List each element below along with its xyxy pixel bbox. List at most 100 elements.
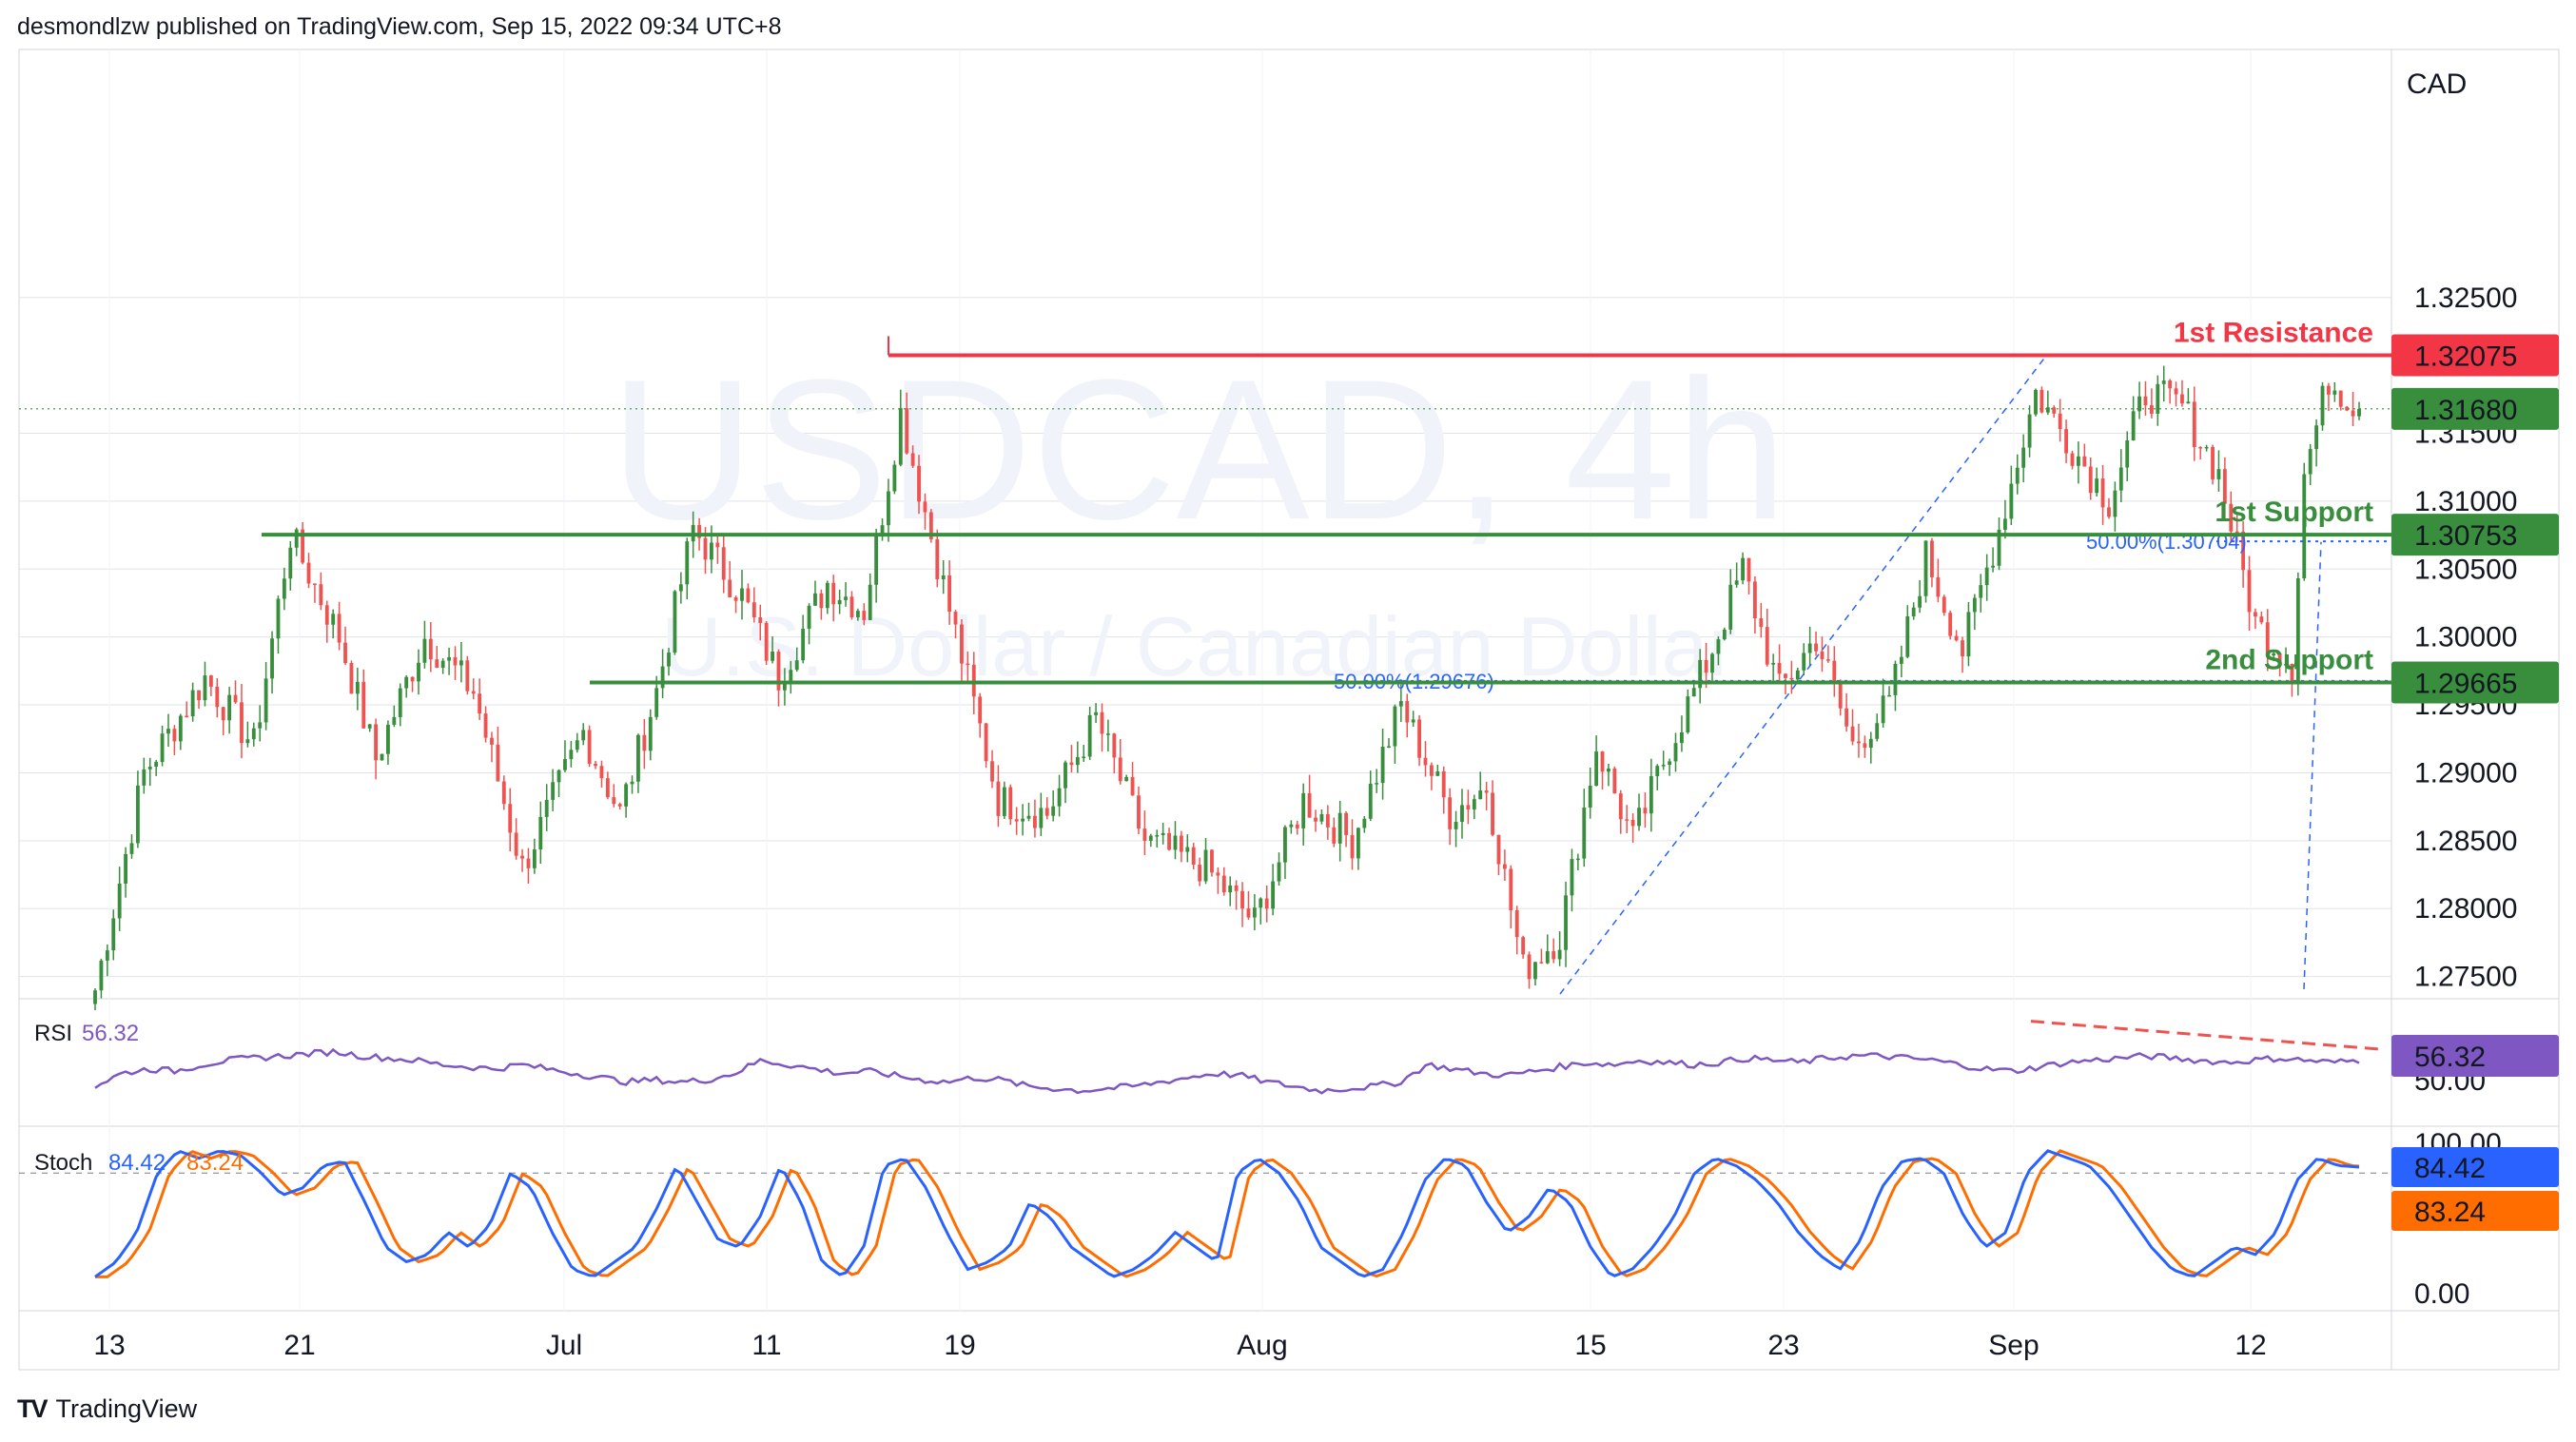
candle-body bbox=[685, 541, 690, 585]
candle-body bbox=[1691, 688, 1696, 697]
candle-body bbox=[1686, 696, 1690, 732]
candle-body bbox=[825, 582, 829, 609]
candle-body bbox=[2009, 483, 2014, 519]
candle-body bbox=[1008, 787, 1013, 820]
candle-body bbox=[1509, 868, 1513, 910]
candle bbox=[1411, 711, 1415, 728]
chart-annotations: 50.00%(1.30704)50.00%(1.29676)1st Resist… bbox=[19, 317, 2391, 995]
stoch-d-tag-label: 83.24 bbox=[2414, 1197, 2486, 1228]
candle bbox=[1868, 731, 1873, 764]
candle bbox=[1686, 689, 1690, 734]
stoch-name: Stoch bbox=[34, 1150, 92, 1176]
candle-body bbox=[1216, 872, 1220, 876]
candle-body bbox=[514, 832, 518, 856]
candle-body bbox=[1820, 651, 1825, 660]
candle bbox=[1875, 713, 1880, 742]
candle-body bbox=[1893, 663, 1898, 695]
candle-body bbox=[764, 622, 769, 661]
candle-body bbox=[721, 547, 726, 580]
candle-body bbox=[551, 782, 556, 800]
candle bbox=[1954, 630, 1959, 642]
candle-body bbox=[697, 524, 702, 538]
candle bbox=[1191, 842, 1196, 869]
candle-body bbox=[1460, 805, 1464, 822]
candle bbox=[2290, 663, 2294, 697]
x-tick-label: 11 bbox=[751, 1330, 781, 1361]
candle bbox=[984, 722, 988, 769]
candle-body bbox=[733, 597, 738, 601]
candle bbox=[331, 609, 336, 639]
candle-body bbox=[2332, 390, 2337, 395]
candle-body bbox=[337, 614, 342, 643]
candle bbox=[129, 834, 134, 859]
candle-body bbox=[581, 730, 586, 741]
candle-body bbox=[2107, 507, 2111, 517]
candle-body bbox=[1625, 819, 1630, 821]
candle bbox=[2211, 444, 2215, 485]
candle-body bbox=[496, 744, 500, 782]
candle bbox=[1429, 762, 1434, 790]
candle bbox=[1179, 830, 1183, 863]
candle-body bbox=[1863, 743, 1867, 749]
candle-body bbox=[190, 690, 195, 717]
candle-body bbox=[1332, 827, 1337, 844]
candle-body bbox=[270, 638, 274, 679]
candle-body bbox=[538, 816, 543, 850]
candle bbox=[1319, 809, 1324, 825]
price-labels: 1.32075 1.30753 1.29665 1.31680 bbox=[2391, 334, 2559, 704]
candle-body bbox=[887, 491, 890, 526]
candle-body bbox=[923, 501, 927, 513]
candle-body bbox=[1728, 584, 1733, 630]
candle-body bbox=[1259, 898, 1263, 908]
candle bbox=[1289, 820, 1294, 834]
candle bbox=[2039, 386, 2044, 414]
candle bbox=[178, 713, 183, 750]
candle-body bbox=[1289, 824, 1294, 828]
candle-body bbox=[343, 642, 347, 664]
candle bbox=[1850, 709, 1855, 746]
candle bbox=[465, 655, 470, 695]
candle-body bbox=[953, 612, 958, 625]
candle-body bbox=[966, 663, 970, 666]
candle-body bbox=[594, 763, 597, 767]
candle-body bbox=[2272, 653, 2276, 656]
candle-body bbox=[1496, 834, 1501, 865]
candle-body bbox=[2076, 456, 2080, 466]
candle-body bbox=[1075, 756, 1080, 766]
candle bbox=[935, 529, 940, 588]
candle bbox=[1918, 579, 1922, 614]
candle bbox=[1716, 635, 1721, 666]
candle-body bbox=[2149, 405, 2154, 414]
candle-body bbox=[508, 804, 513, 833]
candle bbox=[2327, 382, 2331, 412]
candle bbox=[1655, 764, 1660, 790]
candle-body bbox=[1777, 663, 1782, 674]
candle bbox=[898, 389, 903, 467]
candle bbox=[2259, 611, 2264, 625]
candle bbox=[1673, 732, 1678, 772]
candle-body bbox=[2137, 396, 2141, 412]
candle-body bbox=[361, 681, 366, 729]
candle bbox=[172, 725, 177, 755]
candle-body bbox=[844, 596, 848, 600]
tradingview-brand[interactable]: TV TradingView bbox=[17, 1394, 197, 1424]
y-tick-label: 1.27500 bbox=[2414, 962, 2517, 993]
candle bbox=[1759, 602, 1764, 638]
candle bbox=[1905, 605, 1910, 659]
candle-body bbox=[459, 660, 463, 666]
candle bbox=[440, 657, 445, 674]
candle-body bbox=[1362, 818, 1367, 828]
candle-body bbox=[294, 529, 299, 548]
candle-body bbox=[1795, 670, 1800, 680]
candle-body bbox=[1521, 937, 1526, 955]
candle bbox=[417, 649, 420, 695]
rsi-line bbox=[94, 1047, 2360, 1095]
candle bbox=[1680, 715, 1684, 752]
candle-body bbox=[2284, 664, 2288, 666]
candle-body bbox=[1295, 824, 1299, 828]
candle bbox=[203, 661, 207, 707]
candle bbox=[581, 723, 586, 746]
candle-body bbox=[617, 804, 622, 807]
candle bbox=[1008, 784, 1013, 826]
